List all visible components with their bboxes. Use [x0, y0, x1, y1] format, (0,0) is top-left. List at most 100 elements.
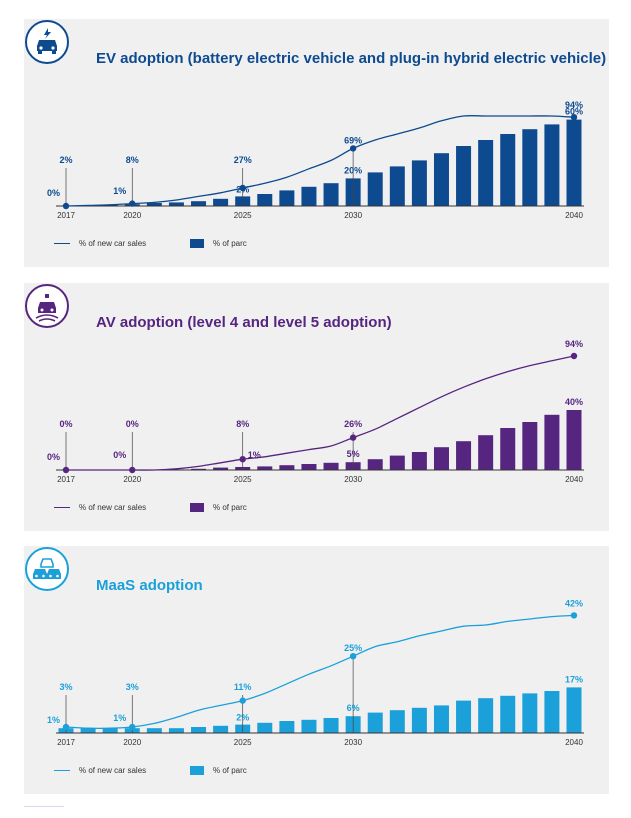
parc-bar — [323, 462, 339, 470]
parc-bar — [456, 700, 472, 733]
sales-data-label: 2% — [59, 155, 72, 165]
maas-panel-title: MaaS adoption — [96, 577, 203, 594]
av-panel-title: AV adoption (level 4 and level 5 adoptio… — [96, 314, 392, 331]
parc-bar — [433, 705, 449, 733]
legend-line-swatch — [54, 243, 70, 244]
x-tick-label: 2030 — [344, 738, 362, 747]
sales-data-label: 94% — [565, 100, 583, 110]
maas-adoption-chart: 2017 2020 2025 2030 2040 3% 3% 11% 25% 42% 1% 1% 2% 6… — [47, 598, 584, 747]
parc-bar — [544, 124, 560, 206]
sales-data-label: 8% — [126, 155, 139, 165]
parc-bar — [213, 198, 229, 206]
parc-bar — [257, 722, 273, 733]
line-marker — [129, 723, 136, 731]
sales-data-label: 69% — [344, 135, 362, 145]
parc-bar — [500, 428, 516, 470]
sales-data-label: 0% — [59, 419, 72, 429]
parc-bar — [478, 140, 494, 206]
parc-bar — [323, 183, 339, 206]
x-tick-label: 2017 — [57, 211, 75, 220]
parc-bar — [566, 410, 582, 470]
x-tick-label: 2020 — [123, 475, 141, 484]
parc-bar — [478, 698, 494, 733]
av-adoption-panel: 2017 2020 2025 2030 2040 0% 0% 8% 26% 94% 0% 0% 1% 5%… — [24, 283, 609, 531]
x-tick-label: 2040 — [565, 738, 583, 747]
parc-data-label: 5% — [347, 449, 360, 459]
av-adoption-chart: 2017 2020 2025 2030 2040 0% 0% 8% 26% 94% 0% 0% 1% 5%… — [47, 339, 584, 484]
parc-data-label: 20% — [344, 165, 362, 175]
parc-bar — [544, 414, 560, 470]
parc-bar — [522, 129, 538, 206]
x-tick-label: 2040 — [565, 475, 583, 484]
parc-data-label: 1% — [248, 450, 261, 460]
line-marker — [239, 456, 246, 463]
parc-bar — [522, 422, 538, 470]
line-marker — [239, 184, 246, 192]
parc-bar — [478, 435, 494, 470]
parc-bar — [544, 691, 560, 733]
sales-data-label: 42% — [565, 598, 583, 608]
parc-bar — [257, 194, 273, 206]
maas-adoption-panel: 2017 2020 2025 2030 2040 3% 3% 11% 25% 42% 1% 1% 2% 6… — [24, 546, 609, 794]
parc-bar — [168, 202, 184, 206]
legend-bar-swatch — [190, 766, 204, 775]
parc-data-label: 17% — [565, 674, 583, 684]
parc-bar — [433, 447, 449, 470]
parc-bar — [411, 707, 427, 733]
parc-bar — [323, 718, 339, 733]
parc-data-label: 2% — [236, 184, 249, 194]
parc-bar — [389, 710, 405, 733]
parc-data-label: 60% — [565, 107, 583, 117]
parc-bar — [566, 687, 582, 733]
parc-bar — [456, 441, 472, 470]
x-tick-label: 2025 — [234, 475, 252, 484]
x-tick-label: 2017 — [57, 475, 75, 484]
parc-bar — [411, 452, 427, 470]
parc-data-label: 1% — [47, 715, 60, 725]
line-marker — [349, 434, 357, 441]
shared-cars-icon — [25, 547, 69, 591]
x-tick-label: 2017 — [57, 738, 75, 747]
legend-line-label: % of new car sales — [79, 239, 147, 248]
parc-data-label: 0% — [47, 188, 60, 198]
parc-bar — [213, 467, 229, 470]
sales-data-label: 25% — [344, 643, 362, 653]
sales-data-label: 0% — [126, 419, 139, 429]
parc-bar — [146, 728, 162, 733]
parc-bar — [433, 153, 449, 206]
footer-divider — [24, 806, 64, 807]
parc-bar — [257, 466, 273, 470]
parc-bar — [500, 695, 516, 733]
ev-adoption-chart: 2017 2020 2025 2030 2040 2% 8% 27% 69% 94% 0% 1% 2% 2… — [47, 100, 584, 220]
parc-data-label: 0% — [113, 450, 126, 460]
parc-data-label: 1% — [113, 186, 126, 196]
line-marker — [239, 697, 246, 704]
electric-car-icon — [25, 20, 69, 64]
sales-data-label: 3% — [59, 682, 72, 692]
parc-data-label: 2% — [236, 713, 249, 723]
parc-bar — [301, 719, 317, 733]
legend-bar-swatch — [190, 503, 204, 512]
legend-line-swatch — [54, 507, 70, 508]
parc-bar — [456, 146, 472, 206]
sales-data-label: 94% — [565, 339, 583, 349]
line-marker — [570, 114, 578, 121]
legend-bar-label: % of parc — [213, 503, 247, 512]
parc-bar — [168, 728, 184, 733]
parc-bar — [500, 134, 516, 206]
line-marker — [570, 612, 578, 619]
parc-bar — [389, 455, 405, 470]
legend-bar-label: % of parc — [213, 239, 247, 248]
parc-data-label: 6% — [347, 703, 360, 713]
sales-data-label: 26% — [344, 419, 362, 429]
parc-bar — [367, 712, 383, 733]
parc-bar — [279, 190, 295, 206]
legend-line-label: % of new car sales — [79, 766, 147, 775]
parc-bar — [367, 459, 383, 470]
parc-bar — [566, 119, 582, 206]
legend-line-label: % of new car sales — [79, 503, 147, 512]
new-car-sales-line — [65, 614, 575, 729]
line-marker — [349, 653, 357, 660]
x-tick-label: 2020 — [123, 211, 141, 220]
sales-data-label: 27% — [234, 155, 252, 165]
